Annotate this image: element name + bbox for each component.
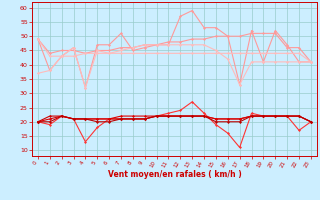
X-axis label: Vent moyen/en rafales ( km/h ): Vent moyen/en rafales ( km/h )	[108, 170, 241, 179]
